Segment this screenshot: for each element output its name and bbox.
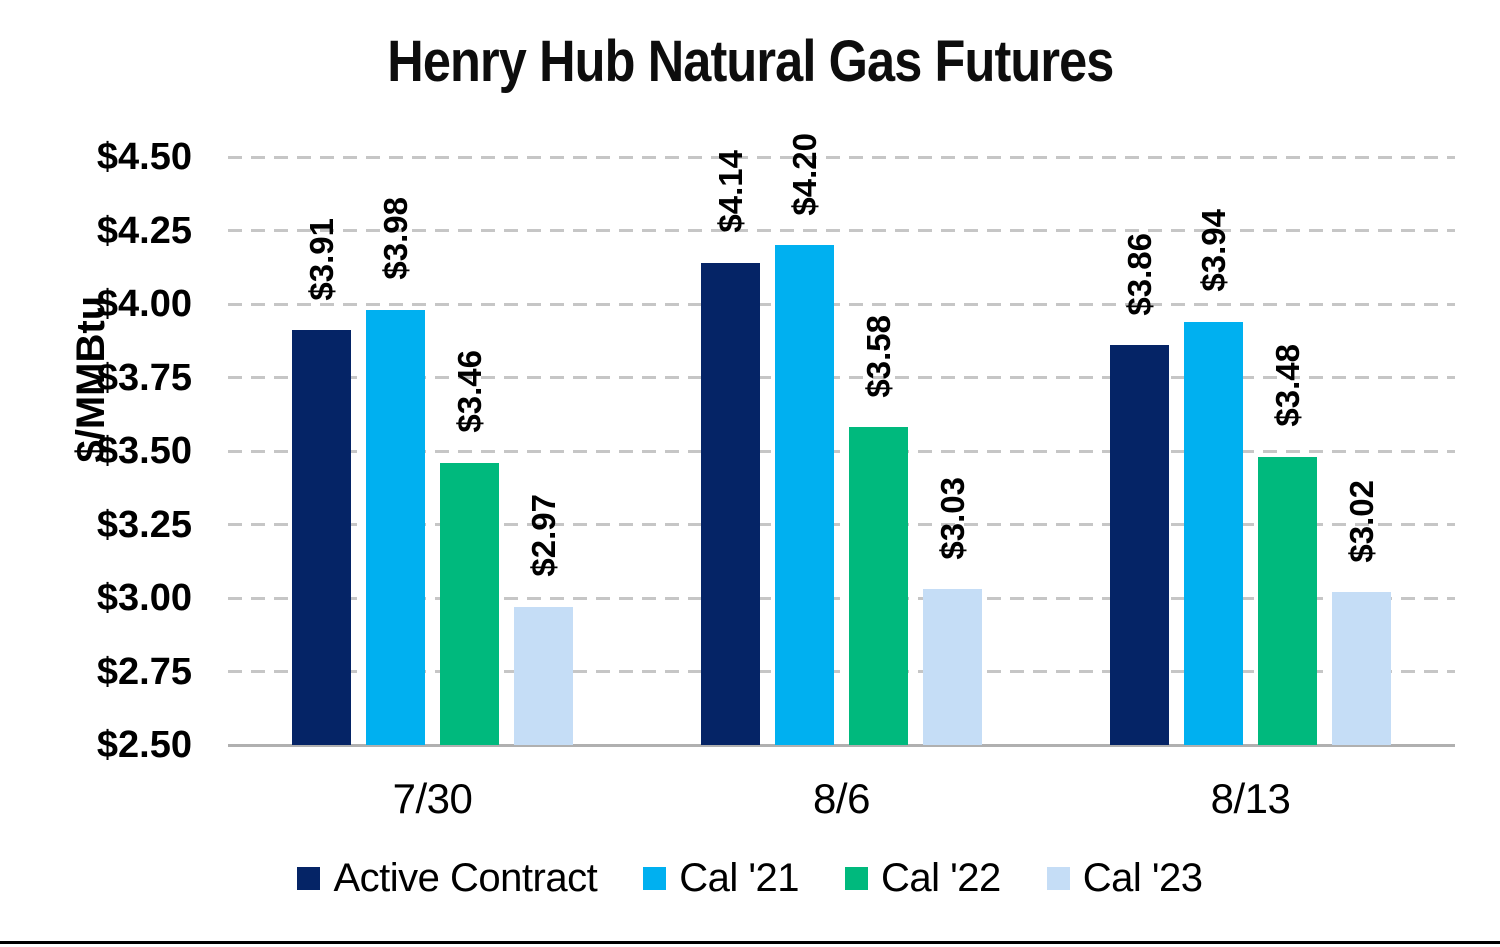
legend-swatch	[844, 867, 868, 890]
gridline	[228, 155, 1455, 159]
bar	[1184, 321, 1243, 745]
gridline	[228, 229, 1455, 232]
bar-value-label: $3.48	[1268, 344, 1306, 427]
legend-swatch	[1046, 867, 1070, 890]
bar-value-label: $3.46	[450, 350, 488, 433]
bar	[292, 330, 351, 745]
gridline	[228, 302, 1455, 306]
legend-item: Cal '23	[1046, 856, 1203, 901]
bar-value-label: $3.03	[933, 476, 971, 560]
bar	[366, 309, 425, 745]
chart-title-row: Henry Hub Natural Gas Futures	[0, 28, 1500, 95]
legend-label: Cal '23	[1082, 856, 1203, 900]
bar-value-label: $4.20	[785, 132, 823, 216]
y-tick-label: $2.50	[96, 724, 192, 766]
y-tick-label: $4.25	[96, 209, 192, 252]
bar-value-label: $4.14	[711, 150, 749, 233]
bar	[923, 589, 982, 745]
bar-value-label: $2.97	[524, 494, 562, 577]
x-tick-label: 8/13	[1210, 775, 1291, 822]
bar	[440, 462, 499, 745]
x-tick-label: 8/6	[813, 775, 870, 822]
legend-swatch	[643, 867, 667, 890]
bar	[514, 606, 573, 745]
y-tick-label: $4.50	[96, 136, 192, 178]
bar	[701, 262, 760, 745]
bar	[775, 245, 834, 745]
bar-value-label: $3.98	[376, 197, 414, 280]
x-axis-line	[228, 743, 1455, 747]
bar	[1110, 345, 1169, 745]
bar	[849, 427, 908, 745]
bottom-rule	[0, 941, 1500, 944]
legend: Active Contract Cal '21 Cal '22 Cal '23	[0, 856, 1500, 901]
legend-label: Cal '22	[880, 856, 1001, 900]
y-tick-label: $3.50	[96, 430, 192, 472]
gridline	[228, 670, 1455, 673]
y-tick-label: $4.00	[96, 283, 192, 325]
bar	[1332, 592, 1391, 745]
bar-value-label: $3.94	[1194, 209, 1232, 292]
gridline	[228, 523, 1455, 526]
gridline	[228, 376, 1455, 379]
legend-label: Active Contract	[333, 856, 598, 900]
x-tick-label: 7/30	[392, 775, 473, 822]
gridline	[228, 449, 1455, 453]
legend-item: Active Contract	[297, 856, 598, 901]
y-tick-label: $2.75	[96, 650, 192, 693]
chart-title: Henry Hub Natural Gas Futures	[386, 29, 1114, 94]
bar-value-label: $3.02	[1342, 479, 1380, 563]
gridline	[228, 596, 1455, 600]
legend-item: Cal '22	[844, 856, 1001, 901]
bar-value-label: $3.58	[859, 314, 897, 398]
y-tick-label: $3.00	[96, 577, 192, 619]
legend-swatch	[297, 867, 321, 890]
bar	[1258, 456, 1317, 745]
bar-value-label: $3.91	[302, 217, 340, 301]
y-tick-label: $3.75	[96, 356, 192, 399]
legend-item: Cal '21	[643, 856, 799, 901]
bar-value-label: $3.86	[1120, 232, 1158, 316]
legend-label: Cal '21	[679, 856, 799, 900]
y-tick-label: $3.25	[96, 503, 192, 546]
